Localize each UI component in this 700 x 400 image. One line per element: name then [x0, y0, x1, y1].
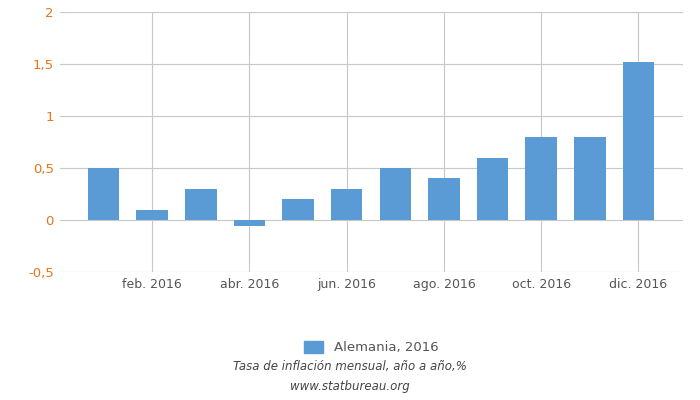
Bar: [282, 199, 314, 220]
Bar: [574, 137, 606, 220]
Bar: [136, 210, 168, 220]
Bar: [379, 168, 411, 220]
Bar: [185, 189, 216, 220]
Bar: [622, 62, 654, 220]
Bar: [331, 189, 363, 220]
Bar: [234, 220, 265, 226]
Text: www.statbureau.org: www.statbureau.org: [290, 380, 410, 393]
Bar: [526, 137, 557, 220]
Bar: [88, 168, 120, 220]
Bar: [477, 158, 508, 220]
Bar: [428, 178, 460, 220]
Legend: Alemania, 2016: Alemania, 2016: [298, 336, 444, 360]
Text: Tasa de inflación mensual, año a año,%: Tasa de inflación mensual, año a año,%: [233, 360, 467, 373]
